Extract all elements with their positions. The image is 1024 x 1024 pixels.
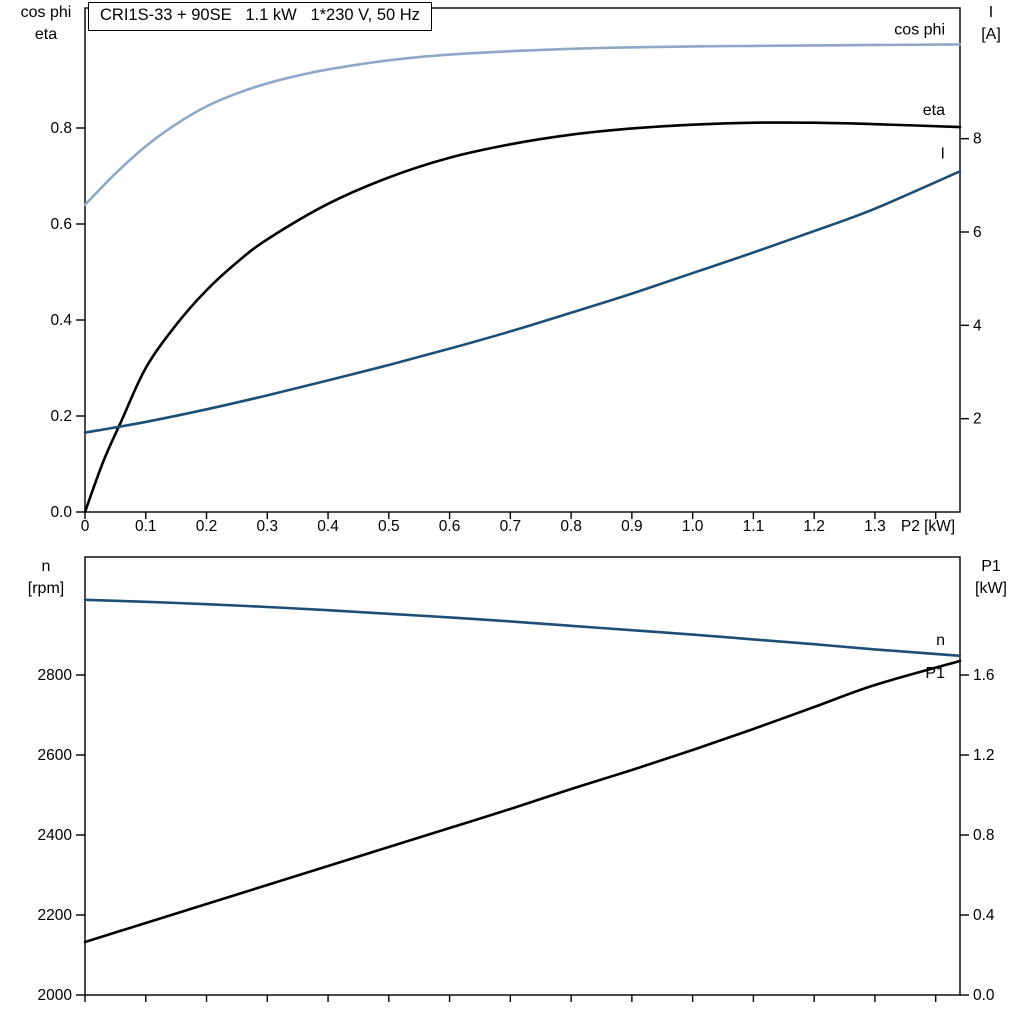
right-tick-label: 0.4 bbox=[973, 907, 995, 924]
curve-P1 bbox=[83, 659, 962, 944]
x-tick-label: 0.3 bbox=[257, 518, 279, 535]
x-tick-label: 1.2 bbox=[803, 518, 825, 535]
left-tick-label: 0.6 bbox=[50, 216, 72, 233]
right-axis-title: P1 bbox=[981, 558, 1001, 575]
x-tick-label: 1.0 bbox=[682, 518, 704, 535]
left-axis-title: eta bbox=[35, 26, 57, 43]
plot-border bbox=[84, 556, 961, 996]
left-axis-title: n bbox=[42, 558, 51, 575]
series-label-P1: P1 bbox=[925, 665, 945, 682]
curve-eta bbox=[83, 121, 962, 514]
series-label-eta: eta bbox=[923, 102, 945, 119]
x-tick-label: 0.2 bbox=[196, 518, 218, 535]
x-axis-unit-label: P2 [kW] bbox=[901, 518, 955, 535]
left-axis-title: [rpm] bbox=[28, 580, 64, 597]
right-axis-title: I bbox=[989, 4, 993, 21]
right-tick-label: 6 bbox=[973, 224, 982, 241]
x-tick-label: 0.4 bbox=[317, 518, 339, 535]
plot-border bbox=[84, 7, 961, 513]
curve-I bbox=[83, 170, 962, 434]
x-tick-label: 1.1 bbox=[743, 518, 765, 535]
series-label-n: n bbox=[936, 632, 945, 649]
top-chart: 0 0.1 0.2 0.3 0.4 0.5 0.6 0.7 0.8 0.9 1.0 1.1 1.2 1.3… bbox=[21, 4, 1001, 535]
x-tick-label: 0.7 bbox=[500, 518, 522, 535]
right-axis-title: [A] bbox=[981, 26, 1001, 43]
bottom-chart: 2000 2200 2400 2600 2800 0.0 0.4 0.8 1.2 1.6 n [rpm… bbox=[28, 556, 1007, 1004]
left-tick-label: 0.2 bbox=[50, 408, 72, 425]
series-label-cos-phi: cos phi bbox=[894, 21, 945, 38]
x-tick-label: 1.3 bbox=[864, 518, 886, 535]
left-tick-label: 2200 bbox=[38, 907, 73, 924]
left-tick-label: 2600 bbox=[38, 747, 73, 764]
left-tick-label: 2800 bbox=[38, 667, 73, 684]
curve-n bbox=[83, 598, 962, 658]
curve-cos-phi bbox=[83, 43, 962, 207]
right-tick-label: 2 bbox=[973, 411, 982, 428]
x-tick-label: 0 bbox=[81, 518, 90, 535]
series-label-I: I bbox=[941, 145, 945, 162]
left-tick-label: 0.4 bbox=[50, 312, 72, 329]
right-tick-label: 0.8 bbox=[973, 827, 995, 844]
right-axis-title: [kW] bbox=[975, 580, 1007, 597]
x-tick-label: 0.5 bbox=[378, 518, 400, 535]
right-tick-label: 8 bbox=[973, 131, 982, 148]
x-tick-label: 0.8 bbox=[560, 518, 582, 535]
left-tick-label: 2400 bbox=[38, 827, 73, 844]
x-tick-label: 0.6 bbox=[439, 518, 461, 535]
right-tick-label: 0.0 bbox=[973, 987, 995, 1004]
left-tick-label: 2000 bbox=[38, 987, 73, 1004]
left-tick-label: 0.8 bbox=[50, 120, 72, 137]
chart-title-box: CRI1S-33 + 90SE 1.1 kW 1*230 V, 50 Hz bbox=[88, 2, 432, 31]
right-tick-label: 4 bbox=[973, 317, 982, 334]
left-axis-title: cos phi bbox=[21, 4, 72, 21]
right-tick-label: 1.2 bbox=[973, 747, 995, 764]
x-tick-label: 0.9 bbox=[621, 518, 643, 535]
left-tick-label: 0.0 bbox=[50, 504, 72, 521]
x-tick-label: 0.1 bbox=[135, 518, 157, 535]
right-tick-label: 1.6 bbox=[973, 667, 995, 684]
